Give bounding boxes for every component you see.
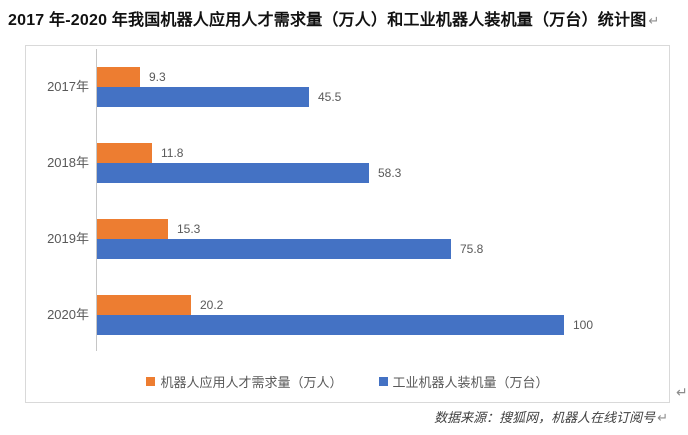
chart-legend: 机器人应用人才需求量（万人） 工业机器人装机量（万台） xyxy=(26,372,669,391)
talent-demand-bar-2020 xyxy=(97,295,191,315)
talent-demand-bar-2019 xyxy=(97,219,168,239)
robot-install-bar-2017 xyxy=(97,87,309,107)
legend-label-robot-install: 工业机器人装机量（万台） xyxy=(392,375,549,390)
category-label-2017: 2017年 xyxy=(47,79,89,94)
category-axis-line xyxy=(96,49,97,351)
chart-frame[interactable]: 2017年 9.3 45.5 2018年 11.8 58.3 201 xyxy=(25,45,670,403)
chart-title-text: 2017 年-2020 年我国机器人应用人才需求量（万人）和工业机器人装机量（万… xyxy=(8,12,647,29)
legend-label-talent-demand: 机器人应用人才需求量（万人） xyxy=(160,375,343,390)
robot-install-bar-2018 xyxy=(97,163,369,183)
robot-install-value-2018: 58.3 xyxy=(378,166,402,180)
robot-install-value-2020: 100 xyxy=(573,318,594,332)
data-source-text: 数据来源：搜狐网，机器人在线订阅号 xyxy=(434,410,656,425)
robot-install-bar-2019 xyxy=(97,239,451,259)
chart-row-2017: 2017年 9.3 45.5 xyxy=(26,67,669,107)
legend-item-robot-install: 工业机器人装机量（万台） xyxy=(378,372,549,391)
paragraph-return-icon: ↵ xyxy=(676,384,688,400)
robot-install-value-2017: 45.5 xyxy=(318,90,342,104)
chart-row-2018: 2018年 11.8 58.3 xyxy=(26,143,669,183)
legend-swatch-talent-demand-icon xyxy=(146,377,156,386)
talent-demand-value-2018: 11.8 xyxy=(161,146,184,160)
category-label-2020: 2020年 xyxy=(47,307,89,322)
category-label-2018: 2018年 xyxy=(47,155,89,170)
category-label-2019: 2019年 xyxy=(47,231,89,246)
talent-demand-bar-2018 xyxy=(97,143,152,163)
page-title: 2017 年-2020 年我国机器人应用人才需求量（万人）和工业机器人装机量（万… xyxy=(8,6,660,30)
chart-row-2019: 2019年 15.3 75.8 xyxy=(26,219,669,259)
talent-demand-value-2017: 9.3 xyxy=(149,70,166,84)
paragraph-return-icon: ↵ xyxy=(657,410,668,425)
paragraph-return-icon: ↵ xyxy=(648,13,660,28)
talent-demand-value-2019: 15.3 xyxy=(177,222,201,236)
chart-row-2020: 2020年 20.2 100 xyxy=(26,295,669,335)
legend-swatch-robot-install-icon xyxy=(378,377,388,386)
robot-install-bar-2020 xyxy=(97,315,564,335)
legend-item-talent-demand: 机器人应用人才需求量（万人） xyxy=(146,372,343,391)
robot-install-value-2019: 75.8 xyxy=(460,242,484,256)
data-source-note: 数据来源：搜狐网，机器人在线订阅号 ↵ xyxy=(434,407,668,426)
talent-demand-value-2020: 20.2 xyxy=(200,298,224,312)
talent-demand-bar-2017 xyxy=(97,67,140,87)
